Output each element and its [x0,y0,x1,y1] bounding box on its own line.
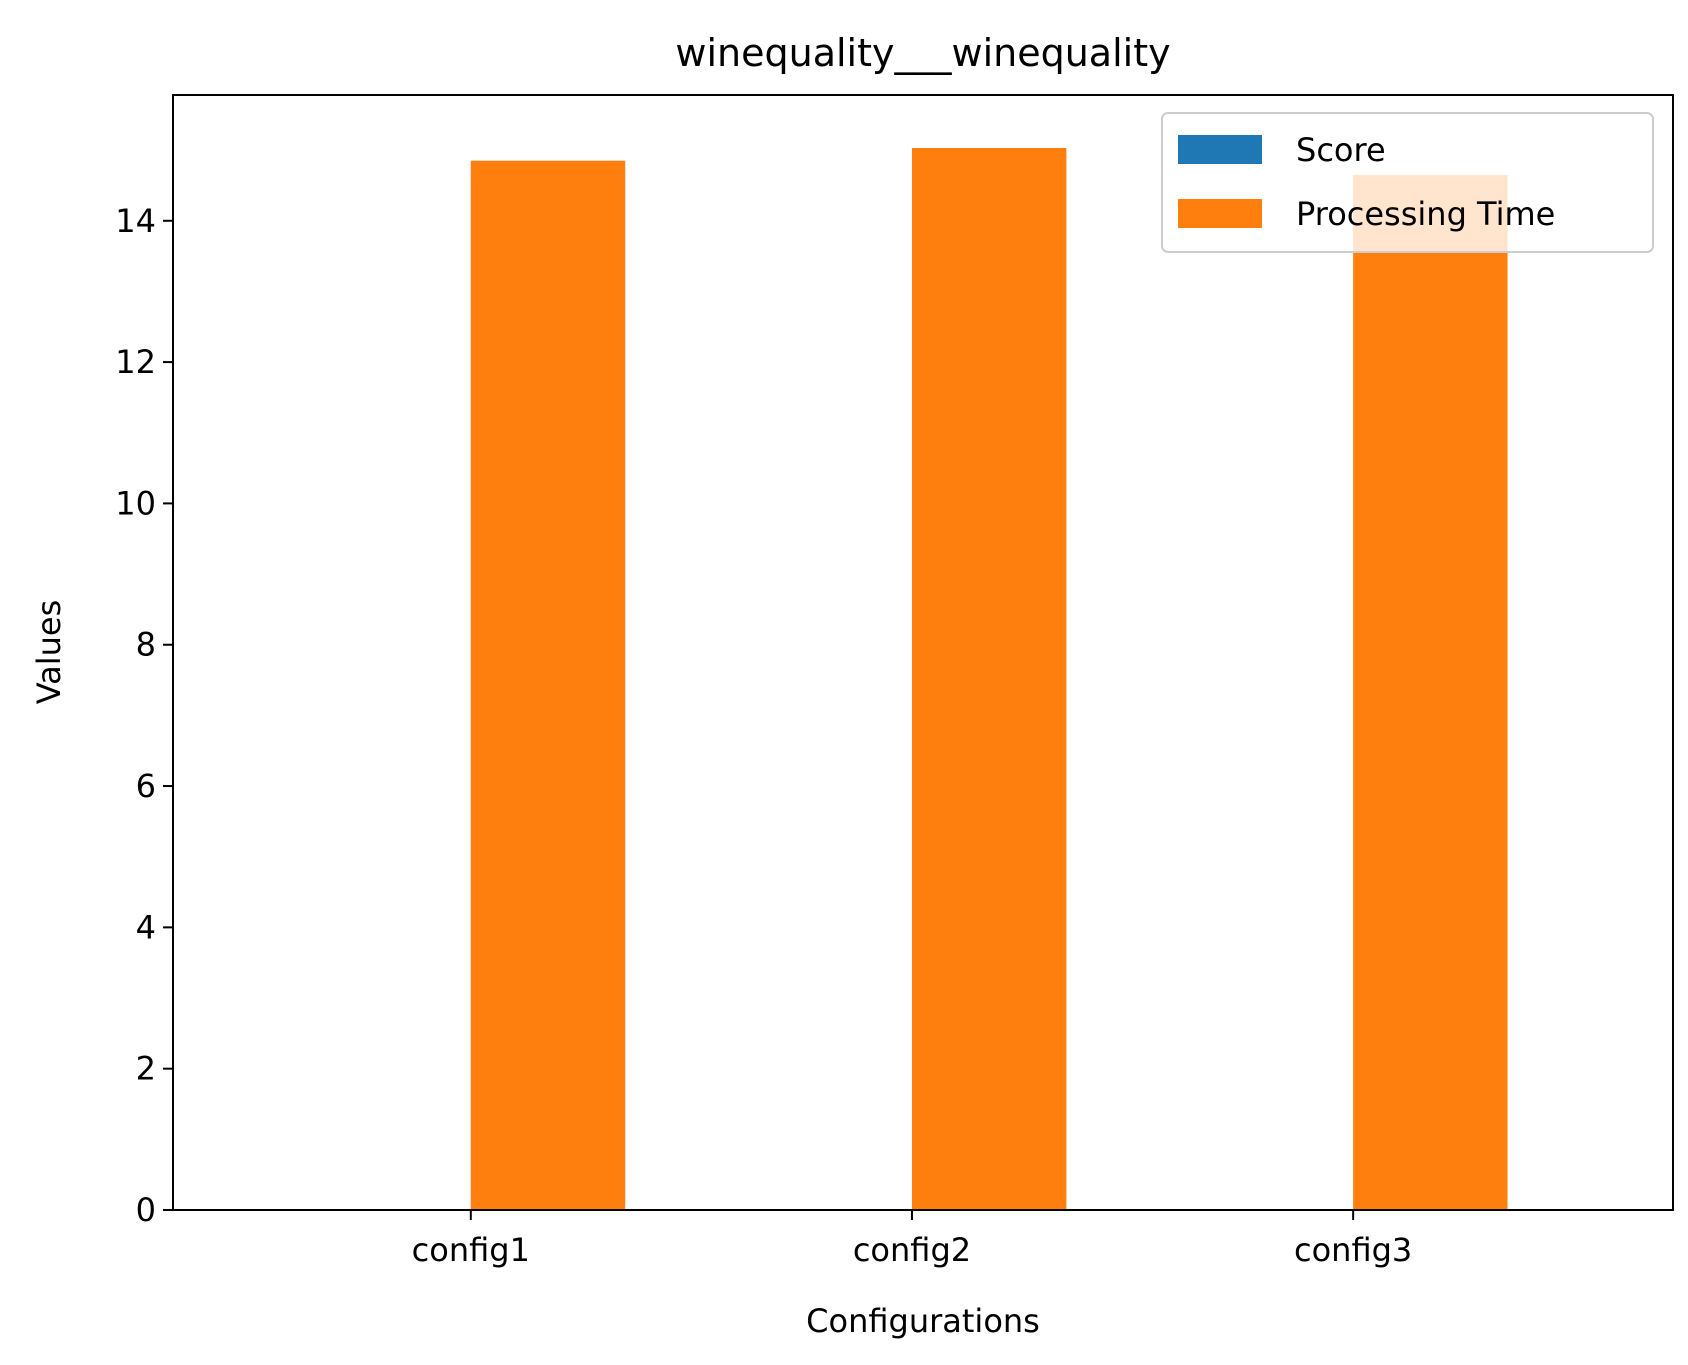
x-axis: config1 config2 config3 [412,1210,1412,1269]
plot-frame [172,94,1674,1211]
y-tick-label: 6 [136,767,156,805]
legend-swatch-processing-time [1178,199,1262,228]
y-tick-label: 0 [136,1191,156,1229]
x-tick-label: config3 [1294,1231,1412,1269]
y-axis-label: Values [30,600,68,705]
y-tick-label: 12 [115,343,156,381]
legend-label-processing-time: Processing Time [1296,195,1555,233]
chart-title: winequality___winequality [675,31,1170,75]
legend: Score Processing Time [1161,112,1654,253]
legend-swatch-score [1178,135,1262,164]
y-axis: 0 2 4 6 8 10 12 14 [115,202,173,1229]
x-tick-label: config2 [853,1231,971,1269]
y-tick-label: 4 [136,908,156,946]
y-tick-label: 10 [115,484,156,522]
y-tick-label: 2 [136,1050,156,1088]
bar-processing-time-config1 [470,160,626,1211]
bar-processing-time-config2 [911,147,1067,1211]
y-tick-label: 14 [115,202,156,240]
x-tick-label: config1 [412,1231,530,1269]
bar-processing-time-config3 [1353,174,1508,1211]
legend-frame [1161,112,1654,253]
y-tick-label: 8 [136,626,156,664]
x-axis-label: Configurations [806,1302,1040,1340]
legend-label-score: Score [1296,131,1386,169]
bars-layer [470,147,1508,1211]
